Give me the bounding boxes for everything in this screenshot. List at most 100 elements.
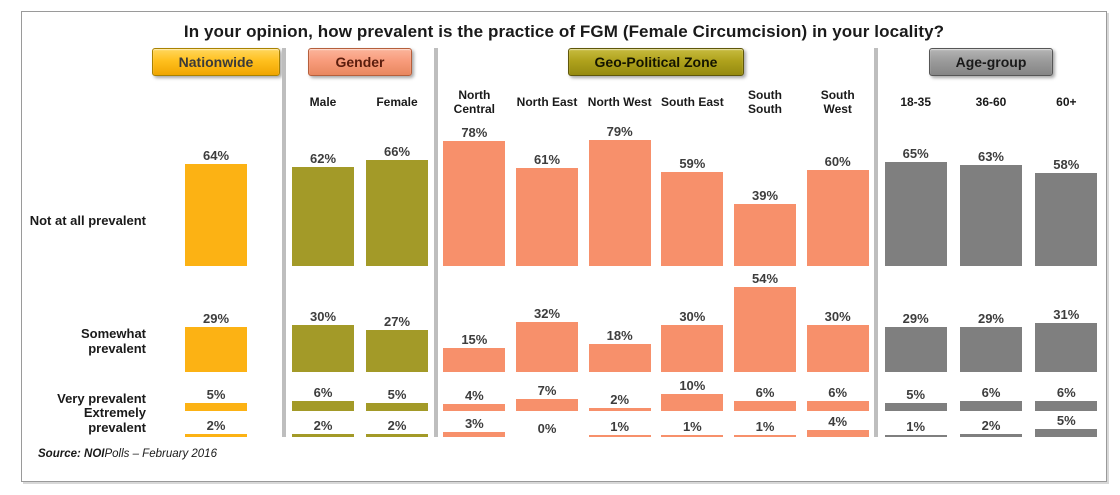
bar-value: 7% xyxy=(537,383,557,399)
bar-value: 2% xyxy=(387,417,407,433)
bar-value: 2% xyxy=(313,417,333,433)
bar-value: 58% xyxy=(1053,157,1080,173)
band: 4% xyxy=(801,411,874,437)
column-label: 60+ xyxy=(1056,94,1077,109)
bar-value: 15% xyxy=(461,332,488,348)
bar xyxy=(884,402,947,411)
band: 78% xyxy=(438,122,511,266)
bar-value: 1% xyxy=(682,419,702,435)
bar xyxy=(366,160,428,266)
band: 5% xyxy=(150,372,282,411)
band: 1% xyxy=(583,411,656,437)
bar xyxy=(185,402,247,411)
band: 29% xyxy=(150,266,282,372)
band: 4% xyxy=(438,372,511,411)
bar-value: 59% xyxy=(679,155,706,171)
column-label: South West xyxy=(820,87,855,116)
band: 32% xyxy=(511,266,584,372)
bar-column-north-west: North West 79% 18% 2% 1% xyxy=(583,82,656,437)
bar xyxy=(959,433,1022,437)
row-labels-column: Not at all prevalent Somewhat prevalent Ve… xyxy=(26,48,150,437)
bar-column-60: 60+ 58% 31% 6% 5% xyxy=(1029,82,1104,437)
bar xyxy=(516,321,578,372)
bar-value: 6% xyxy=(1056,384,1076,400)
band: 2% xyxy=(583,372,656,411)
bar-column-male: Male 62% 30% 6% 2% xyxy=(286,82,360,437)
bar-value: 4% xyxy=(464,388,484,404)
band: 6% xyxy=(801,372,874,411)
band: 6% xyxy=(953,372,1028,411)
bar xyxy=(443,404,506,411)
bar xyxy=(884,162,947,266)
band: 2% xyxy=(286,411,360,437)
bar xyxy=(443,431,506,437)
band: 6% xyxy=(1029,372,1104,411)
bar xyxy=(661,435,724,437)
bar-value: 0% xyxy=(537,421,557,436)
band: 31% xyxy=(1029,266,1104,372)
bar xyxy=(1035,400,1098,411)
bar xyxy=(734,400,797,411)
bar xyxy=(516,399,578,411)
section-divider xyxy=(874,48,878,437)
bar-value: 27% xyxy=(383,313,411,329)
bar xyxy=(734,203,797,266)
band: 10% xyxy=(656,372,729,411)
bar xyxy=(366,433,428,437)
bar xyxy=(884,435,947,437)
row-label: Somewhat prevalent xyxy=(80,326,146,356)
band: 6% xyxy=(729,372,802,411)
bar-column-female: Female 66% 27% 5% 2% xyxy=(360,82,434,437)
bar-column-north-east: North East 61% 32% 7% 0% xyxy=(511,82,584,437)
bar xyxy=(661,324,724,372)
band: 5% xyxy=(1029,411,1104,437)
group-header-row: Age-group xyxy=(878,48,1104,82)
row-labels-spacer xyxy=(26,48,150,122)
bar-value: 29% xyxy=(202,310,230,326)
bar-value: 18% xyxy=(606,327,633,343)
band: 62% xyxy=(286,122,360,266)
bar xyxy=(734,287,797,372)
bar-value: 2% xyxy=(206,417,226,433)
section-divider xyxy=(434,48,438,437)
bar-value: 61% xyxy=(533,152,561,168)
group-header-row: Geo-Political Zone xyxy=(438,48,874,82)
bar xyxy=(959,400,1022,411)
bar xyxy=(588,435,651,437)
band: 1% xyxy=(878,411,953,437)
bar-value: 78% xyxy=(461,125,488,141)
bar-column-18-35: 18-35 65% 29% 5% 1% xyxy=(878,82,953,437)
bar-value: 1% xyxy=(906,419,926,435)
bar-column-nationwide: 64% 29% 5% 2% xyxy=(150,82,282,437)
band: 15% xyxy=(438,266,511,372)
bar xyxy=(1035,173,1098,266)
bar-column-36-60: 36-60 63% 29% 6% 2% xyxy=(953,82,1028,437)
band: 27% xyxy=(360,266,434,372)
bars-area: 64% 29% 5% 2% xyxy=(150,82,282,437)
group-header-age-group: Age-group xyxy=(928,48,1054,76)
bar xyxy=(292,166,354,266)
band: 3% xyxy=(438,411,511,437)
row-label: Extremely prevalent xyxy=(83,405,146,435)
bar-value: 30% xyxy=(824,308,851,324)
band: 66% xyxy=(360,122,434,266)
column-label: Male xyxy=(309,94,337,109)
band: 6% xyxy=(286,372,360,411)
bar-value: 5% xyxy=(206,386,226,402)
bar-value: 63% xyxy=(977,149,1004,165)
bar-value: 1% xyxy=(610,419,630,435)
band: 5% xyxy=(360,372,434,411)
band: 2% xyxy=(953,411,1028,437)
bar xyxy=(292,433,354,437)
band: 63% xyxy=(953,122,1028,266)
section-divider xyxy=(282,48,286,437)
bar xyxy=(588,407,651,411)
column-label: North West xyxy=(587,94,652,109)
column-label: 18-35 xyxy=(900,94,932,109)
band: 1% xyxy=(656,411,729,437)
bar-value: 6% xyxy=(755,384,775,400)
band: 64% xyxy=(150,122,282,266)
bar xyxy=(806,430,869,437)
band: 18% xyxy=(583,266,656,372)
bar xyxy=(806,324,869,372)
